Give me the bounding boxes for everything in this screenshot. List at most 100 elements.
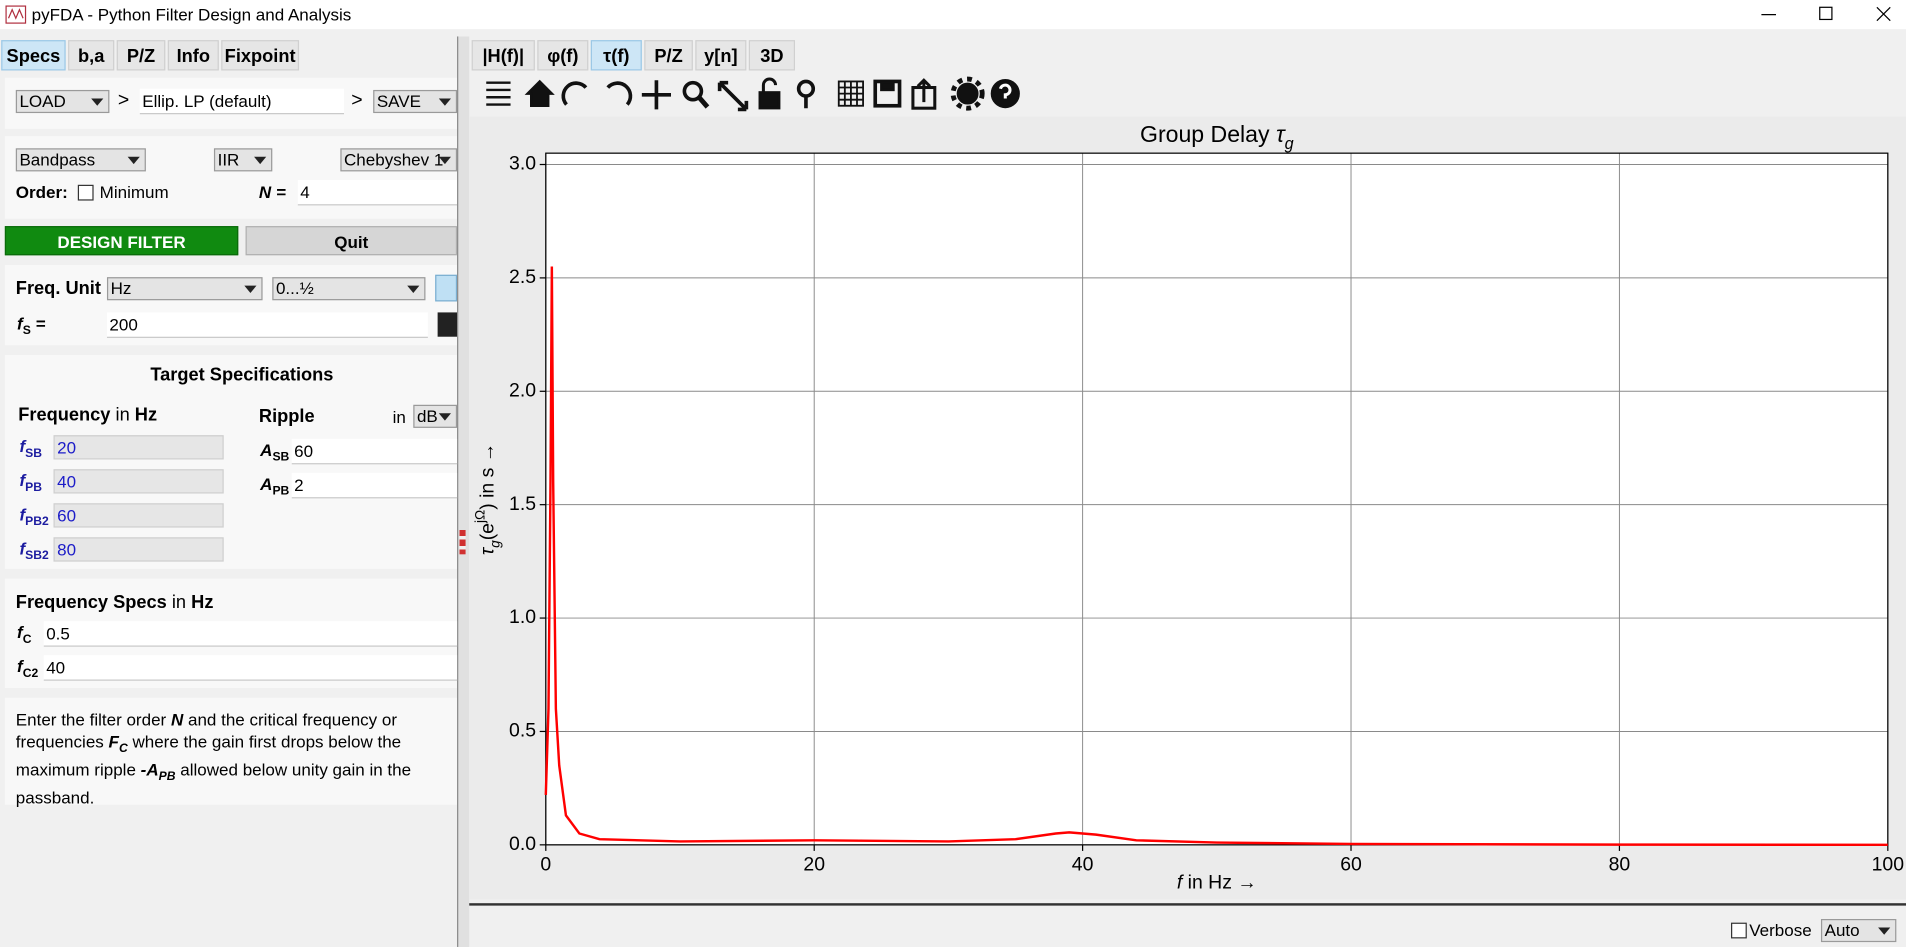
tab[interactable]: Info [167, 40, 219, 71]
section-title: Target Specifications [150, 364, 334, 386]
filter-class[interactable]: IIR [213, 148, 273, 172]
tool-icon[interactable] [837, 80, 864, 107]
tab[interactable]: b,a [68, 40, 115, 71]
tool-icon[interactable] [606, 81, 633, 106]
freq-range-select[interactable]: 0...½ [272, 277, 426, 301]
y-tick-label: 1.5 [509, 493, 536, 515]
window-controls[interactable] [1750, 0, 1906, 29]
value-input[interactable]: 60 [291, 438, 458, 465]
y-tick-label: 2.5 [509, 266, 536, 288]
freq-unit-select[interactable]: Hz [106, 277, 263, 301]
tool-icon[interactable] [524, 79, 555, 107]
tab[interactable]: |H(f)| [471, 40, 535, 71]
value-input[interactable]: 40 [53, 469, 224, 494]
ripple-unit[interactable]: dB [413, 404, 458, 428]
symbol: A [260, 440, 273, 460]
tool-icon[interactable] [717, 80, 749, 112]
value-input[interactable]: 20 [53, 435, 224, 460]
tab[interactable]: y[n] [695, 40, 747, 71]
value-input[interactable]: 60 [53, 503, 224, 528]
separator-line [469, 903, 1906, 906]
label-part: ) in s → [477, 443, 499, 510]
value-input[interactable]: 0.5 [43, 621, 458, 647]
subscript: PB2 [25, 515, 49, 529]
fs-input[interactable]: 200 [106, 312, 428, 338]
unit: Hz [134, 404, 158, 426]
chart: 0 20 40 60 80 100 0.0 0.5 1.0 1.5 2.0 2.5 3.0 Group D… [473, 121, 1904, 894]
tab[interactable]: P/Z [644, 40, 693, 71]
in: in [171, 591, 187, 613]
subscript: PB [272, 484, 290, 499]
help-segment: allowed below unity gain in the passband… [15, 759, 412, 808]
symbol: f [19, 538, 26, 558]
help-segment: -A [140, 759, 159, 779]
tool-icon[interactable] [682, 80, 710, 109]
label-part: (e [477, 523, 499, 540]
symbol-label: fSB [19, 436, 42, 460]
sort-button[interactable] [435, 274, 458, 302]
tool-icon[interactable] [950, 76, 985, 111]
tool-icon[interactable] [486, 81, 511, 106]
subscript: SB [272, 450, 290, 465]
splitter-handle[interactable] [459, 530, 466, 555]
save-select[interactable]: SAVE [373, 89, 458, 114]
tab[interactable]: P/Z [116, 40, 166, 71]
tool-icon[interactable] [911, 78, 937, 110]
symbol-label: fSB2 [19, 539, 48, 563]
title-bar [0, 0, 1906, 30]
label: Frequency [18, 404, 111, 426]
quit-button[interactable]: Quit [245, 226, 458, 256]
tab[interactable]: Fixpoint [221, 40, 300, 71]
toolbar [486, 76, 1020, 112]
freq-header: Frequency in Hz [18, 405, 157, 426]
tab[interactable]: φ(f) [537, 40, 589, 71]
order-label: Order: [15, 182, 68, 202]
value-input[interactable]: 80 [53, 537, 224, 562]
tool-icon[interactable] [796, 79, 816, 109]
label-part: τ [477, 546, 499, 555]
tool-icon[interactable] [758, 77, 781, 110]
plot-area [545, 153, 1888, 845]
symbol: f [19, 504, 26, 524]
in: in [115, 404, 130, 426]
subscript: C [22, 633, 32, 647]
lock-button[interactable] [437, 312, 458, 337]
tool-icon[interactable] [873, 79, 902, 108]
symbol: f [19, 436, 26, 456]
label: Frequency Specs [15, 591, 167, 613]
load-select[interactable]: LOAD [15, 89, 110, 114]
symbol-label: APB [260, 474, 289, 498]
tool-icon[interactable] [561, 81, 588, 106]
help-segment: Enter the filter order [15, 709, 171, 730]
tab[interactable]: 3D [748, 40, 796, 71]
freq-specs-header: Frequency Specs in Hz [16, 592, 214, 613]
axes-frame [545, 152, 1889, 846]
checkbox[interactable] [1731, 922, 1747, 939]
design-button[interactable]: DESIGN FILTER [4, 226, 239, 256]
auto-select[interactable]: Auto [1820, 918, 1897, 943]
filter-name[interactable]: Ellip. LP (default) [139, 88, 345, 115]
splitter[interactable] [457, 36, 470, 947]
tool-icon[interactable] [990, 79, 1020, 109]
symbol-label: ASB [260, 440, 289, 464]
n-input[interactable]: 4 [297, 179, 458, 206]
symbol: f [17, 622, 23, 642]
separator: > [117, 89, 130, 111]
symbol: f [17, 656, 23, 676]
tab[interactable]: τ(f) [590, 40, 642, 71]
design-method[interactable]: Chebyshev 1 [340, 148, 458, 172]
verbose-label: Verbose [1749, 920, 1812, 940]
response-type[interactable]: Bandpass [15, 148, 146, 172]
symbol-label: fC2 [17, 656, 38, 680]
checkbox[interactable] [77, 184, 94, 201]
value-input[interactable]: 40 [43, 655, 458, 681]
value-input[interactable]: 2 [291, 472, 458, 499]
tool-icon[interactable] [641, 80, 672, 110]
help-segment: and the critical frequency or frequencie… [15, 709, 398, 751]
tab[interactable]: Specs [1, 40, 66, 71]
help-segment: where the gain first drops below the max… [15, 731, 402, 779]
label-part: jΩ [473, 510, 488, 524]
y-tick-label: 3.0 [509, 153, 536, 175]
in: in [392, 407, 406, 427]
